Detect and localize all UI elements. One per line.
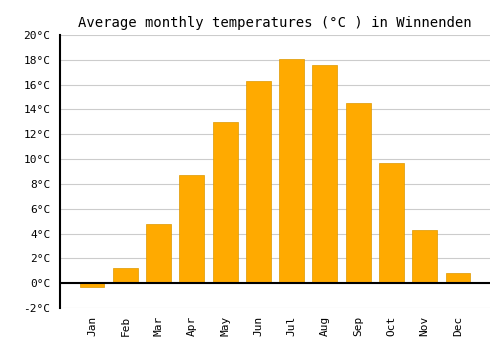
Bar: [180, 175, 204, 283]
Bar: [80, 283, 104, 287]
Bar: [379, 163, 404, 283]
Bar: [312, 65, 338, 283]
Bar: [146, 224, 171, 283]
Bar: [113, 268, 138, 283]
Bar: [279, 58, 304, 283]
Bar: [412, 230, 437, 283]
Bar: [446, 273, 470, 283]
Title: Average monthly temperatures (°C ) in Winnenden: Average monthly temperatures (°C ) in Wi…: [78, 16, 472, 30]
Bar: [246, 81, 271, 283]
Bar: [346, 103, 370, 283]
Bar: [212, 122, 238, 283]
